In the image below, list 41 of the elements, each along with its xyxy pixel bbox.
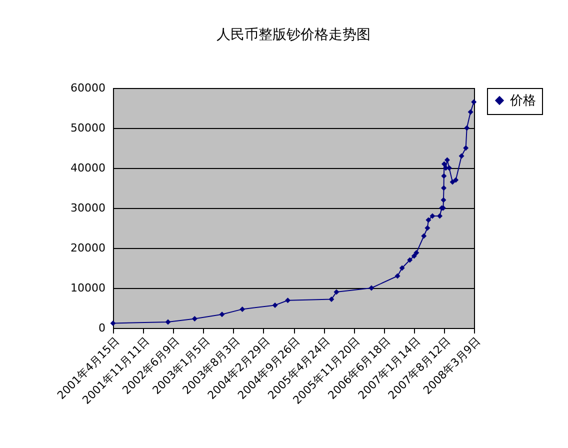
point [165, 319, 171, 325]
y-tick-label: 60000 [70, 82, 106, 94]
point [240, 306, 246, 312]
point [424, 225, 430, 231]
point [426, 217, 432, 223]
legend-label: 价格 [509, 94, 536, 108]
y-tick-label: 10000 [70, 282, 106, 294]
point [421, 233, 427, 239]
point [368, 285, 374, 291]
y-tick-label: 0 [98, 322, 106, 334]
point [441, 161, 447, 167]
point [285, 298, 291, 304]
point [272, 302, 278, 308]
point [440, 197, 446, 203]
point [450, 179, 456, 185]
point [394, 273, 400, 279]
point [471, 99, 477, 105]
point [441, 173, 447, 179]
point [334, 289, 340, 295]
point [464, 125, 470, 131]
y-tick-label: 30000 [70, 202, 106, 214]
y-tick-label: 20000 [70, 242, 106, 254]
point [453, 177, 459, 183]
y-tick-label: 40000 [70, 162, 106, 174]
point [411, 253, 417, 259]
y-tick-label: 50000 [70, 122, 106, 134]
point [328, 296, 334, 302]
point [441, 185, 447, 191]
point [219, 312, 225, 318]
point [399, 265, 405, 271]
point [458, 153, 464, 159]
point [430, 213, 436, 219]
point [407, 257, 413, 263]
point [110, 320, 116, 326]
point [437, 213, 442, 219]
point [414, 250, 420, 256]
point [192, 316, 198, 322]
point [444, 157, 450, 163]
point [468, 109, 474, 115]
chart-title: 人民币整版钞价格走势图 [216, 27, 370, 43]
point [463, 145, 469, 151]
